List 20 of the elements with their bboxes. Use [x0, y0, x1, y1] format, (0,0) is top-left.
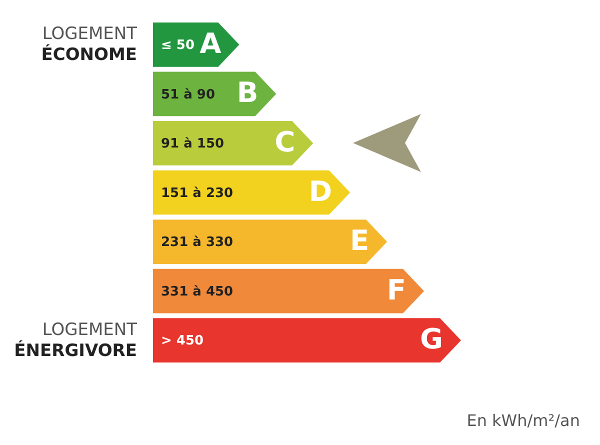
annotation: 151 à 230 [161, 186, 234, 201]
bar [153, 318, 461, 363]
y-tick-label: E [350, 224, 370, 258]
annotation: > 450 [161, 334, 204, 349]
y-tick-label: C [274, 125, 296, 158]
y-tick-label: B [236, 76, 258, 110]
y-tick-label: G [420, 322, 443, 356]
bar [153, 220, 388, 264]
y-tick-label: F [386, 273, 406, 306]
text: LOGEMENT ÉCONOME [41, 24, 138, 66]
annotation: ≤ 50 [161, 38, 195, 54]
y-tick-label: A [200, 26, 222, 60]
text: LOGEMENT ÉNERGIVORE [14, 320, 138, 361]
annotation: 331 à 450 [161, 284, 234, 300]
annotation: 91 à 150 [161, 136, 224, 152]
annotation: 51 à 90 [161, 87, 216, 102]
annotation: 231 à 330 [161, 235, 234, 250]
bar [153, 268, 424, 314]
y-tick-label: D [308, 174, 332, 208]
text: En kWh/m²/an [466, 411, 580, 430]
